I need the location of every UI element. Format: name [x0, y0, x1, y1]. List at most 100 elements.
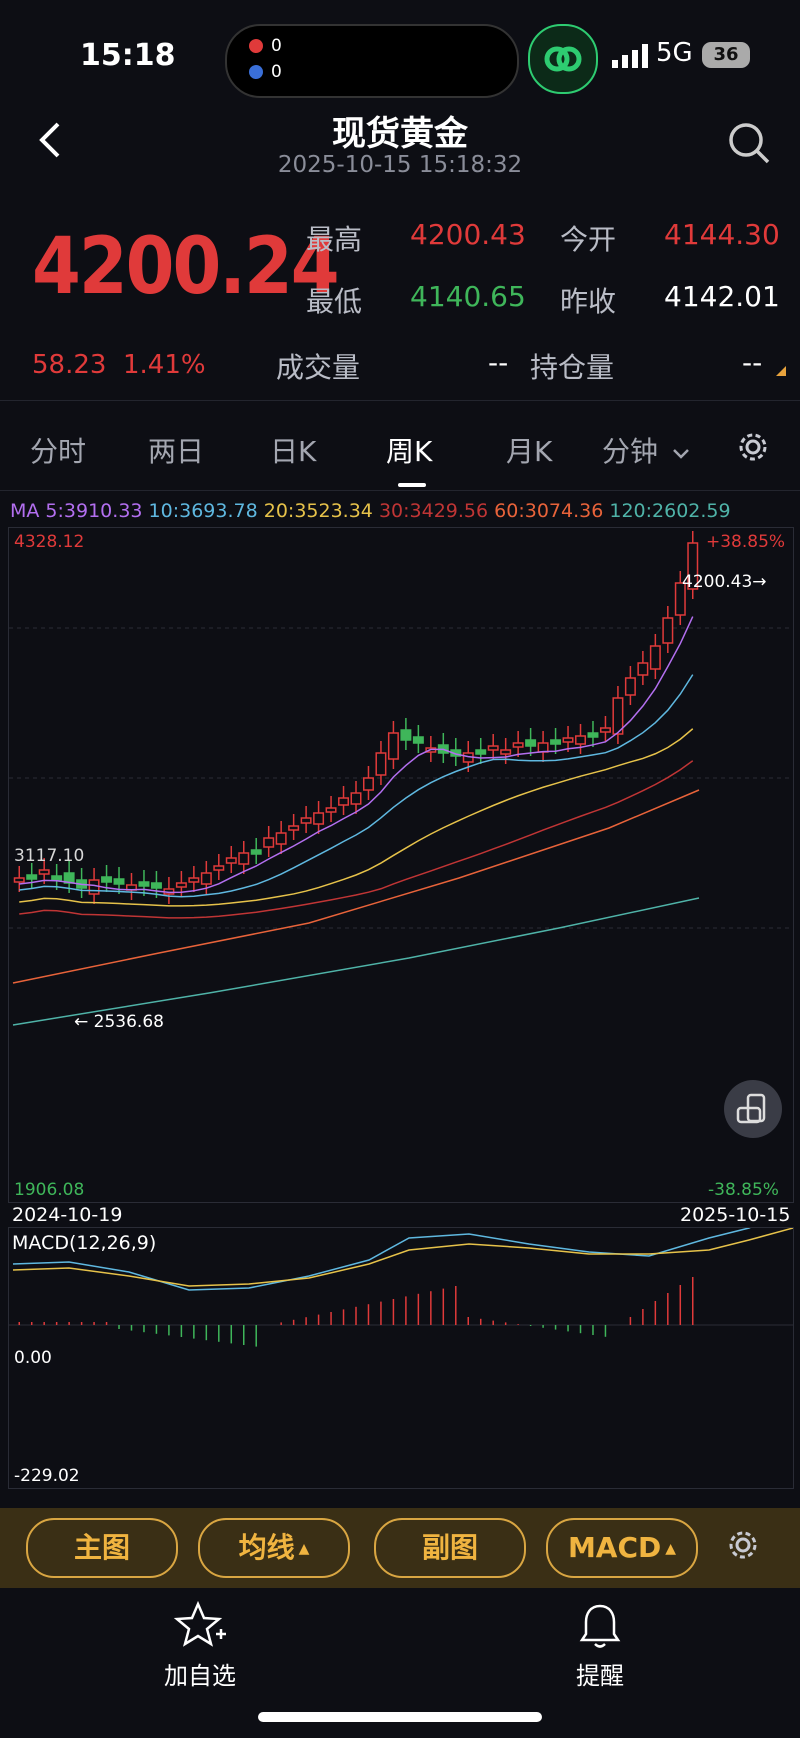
dea-line — [12, 1227, 794, 1287]
tab-daily-k[interactable]: 日K — [270, 435, 317, 468]
candle-body — [587, 732, 599, 738]
search-button[interactable] — [726, 120, 772, 170]
current-price: 4200.24 — [32, 222, 340, 312]
prev-close-label: 昨收 — [560, 285, 617, 318]
caret-up-icon: ▲ — [298, 1541, 310, 1557]
add-watchlist-button[interactable] — [172, 1600, 228, 1654]
low-label: 最低 — [306, 285, 363, 318]
app-red-icon — [249, 39, 263, 53]
candle-body — [38, 869, 50, 875]
ma60-value: 60:3074.36 — [494, 500, 604, 522]
kline-canvas — [9, 531, 793, 1026]
candle-body — [13, 877, 25, 883]
candle-body — [113, 878, 125, 885]
back-button[interactable] — [36, 120, 64, 164]
chart-end-date: 2025-10-15 — [680, 1204, 791, 1226]
high-value: 4200.43 — [410, 218, 526, 251]
candle-body — [375, 752, 387, 776]
macd-button[interactable]: MACD ▲ — [546, 1518, 698, 1578]
volume-value: -- — [488, 346, 509, 379]
toolbar-settings-button[interactable] — [726, 1528, 760, 1566]
candle-body — [687, 542, 699, 590]
expand-corner-icon[interactable] — [776, 366, 786, 376]
candle-body — [150, 882, 162, 889]
add-watchlist-label[interactable]: 加自选 — [164, 1662, 236, 1690]
alert-button[interactable] — [576, 1600, 624, 1654]
main-chart-button[interactable]: 主图 — [26, 1518, 178, 1578]
gear-icon — [739, 433, 767, 461]
candle-body — [313, 812, 325, 825]
chart-bottom-price: 1906.08 — [14, 1180, 85, 1200]
tab-minute[interactable]: 分钟 — [602, 430, 691, 470]
signal-icon — [612, 44, 648, 72]
candle-body — [225, 857, 237, 864]
price-change: 58.23 1.41% — [32, 350, 206, 380]
sub-chart-button[interactable]: 副图 — [374, 1518, 526, 1578]
ma-legend: MA 5:3910.33 10:3693.78 20:3523.34 30:34… — [10, 500, 731, 522]
chart-settings-button[interactable] — [736, 430, 770, 468]
candle-body — [400, 729, 412, 741]
gear-icon — [729, 1531, 757, 1559]
chart-top-price: 4328.12 — [14, 532, 85, 552]
candle-body — [200, 872, 212, 885]
tab-two-day[interactable]: 两日 — [148, 435, 205, 468]
candle-body — [250, 849, 262, 855]
home-indicator[interactable] — [258, 1712, 542, 1722]
ma-lines-button[interactable]: 均线 ▲ — [198, 1518, 350, 1578]
chart-bottom-pct: -38.85% — [708, 1180, 779, 1200]
rotate-screen-button[interactable] — [724, 1080, 782, 1138]
ma30-line — [19, 760, 694, 919]
candle-body — [275, 832, 287, 845]
candle-body — [612, 697, 624, 735]
active-tab-indicator — [398, 483, 426, 487]
candle-body — [362, 777, 374, 791]
candle-body — [238, 852, 250, 865]
candle-body — [350, 792, 362, 805]
open-interest-value: -- — [742, 346, 763, 379]
linked-app-icon[interactable] — [528, 24, 598, 94]
bell-icon — [579, 1604, 621, 1648]
candle-body — [500, 749, 512, 755]
candle-body — [26, 874, 38, 880]
tab-monthly-k[interactable]: 月K — [506, 435, 553, 468]
chart-start-date: 2024-10-19 — [12, 1204, 123, 1226]
candle-body — [537, 742, 549, 753]
chart-mid-price: 3117.10 — [14, 846, 85, 866]
tab-weekly-k[interactable]: 周K — [386, 435, 433, 468]
status-time: 15:18 — [80, 38, 176, 73]
candle-body — [101, 876, 113, 883]
macd-chart[interactable] — [8, 1207, 794, 1489]
max-price-marker: 4200.43→ — [682, 572, 767, 592]
candle-body — [188, 877, 200, 883]
ma120-value: 120:2602.59 — [609, 500, 731, 522]
ma30-value: 30:3429.56 — [378, 500, 489, 522]
ma60-line — [12, 789, 700, 984]
macd-zero: 0.00 — [14, 1348, 52, 1368]
ma120-line — [12, 897, 700, 1026]
min-price-marker: ← 2536.68 — [74, 1012, 164, 1032]
change-amount: 58.23 — [32, 350, 107, 380]
candle-body — [662, 617, 674, 644]
battery-icon: 36 — [702, 42, 750, 68]
kline-chart[interactable] — [8, 527, 794, 1203]
candle-body — [288, 825, 300, 831]
candle-body — [487, 745, 499, 751]
tab-intraday[interactable]: 分时 — [30, 435, 87, 468]
candle-body — [51, 875, 63, 881]
candle-body — [88, 879, 100, 895]
open-interest-label: 持仓量 — [530, 351, 615, 384]
star-plus-icon — [173, 1600, 226, 1647]
high-label: 最高 — [306, 223, 363, 256]
candle-body — [387, 732, 399, 760]
candle-body — [637, 662, 649, 676]
tab-minute-label: 分钟 — [602, 435, 659, 468]
alert-label[interactable]: 提醒 — [576, 1662, 624, 1690]
candle-body — [175, 882, 187, 888]
candle-body — [575, 735, 586, 745]
low-value: 4140.65 — [410, 280, 526, 313]
dynamic-island[interactable]: 0 0 — [225, 24, 519, 98]
island-notification-1: 0 — [249, 36, 282, 56]
macd-canvas — [9, 1207, 794, 1347]
candle-body — [599, 727, 611, 733]
open-label: 今开 — [560, 223, 617, 256]
